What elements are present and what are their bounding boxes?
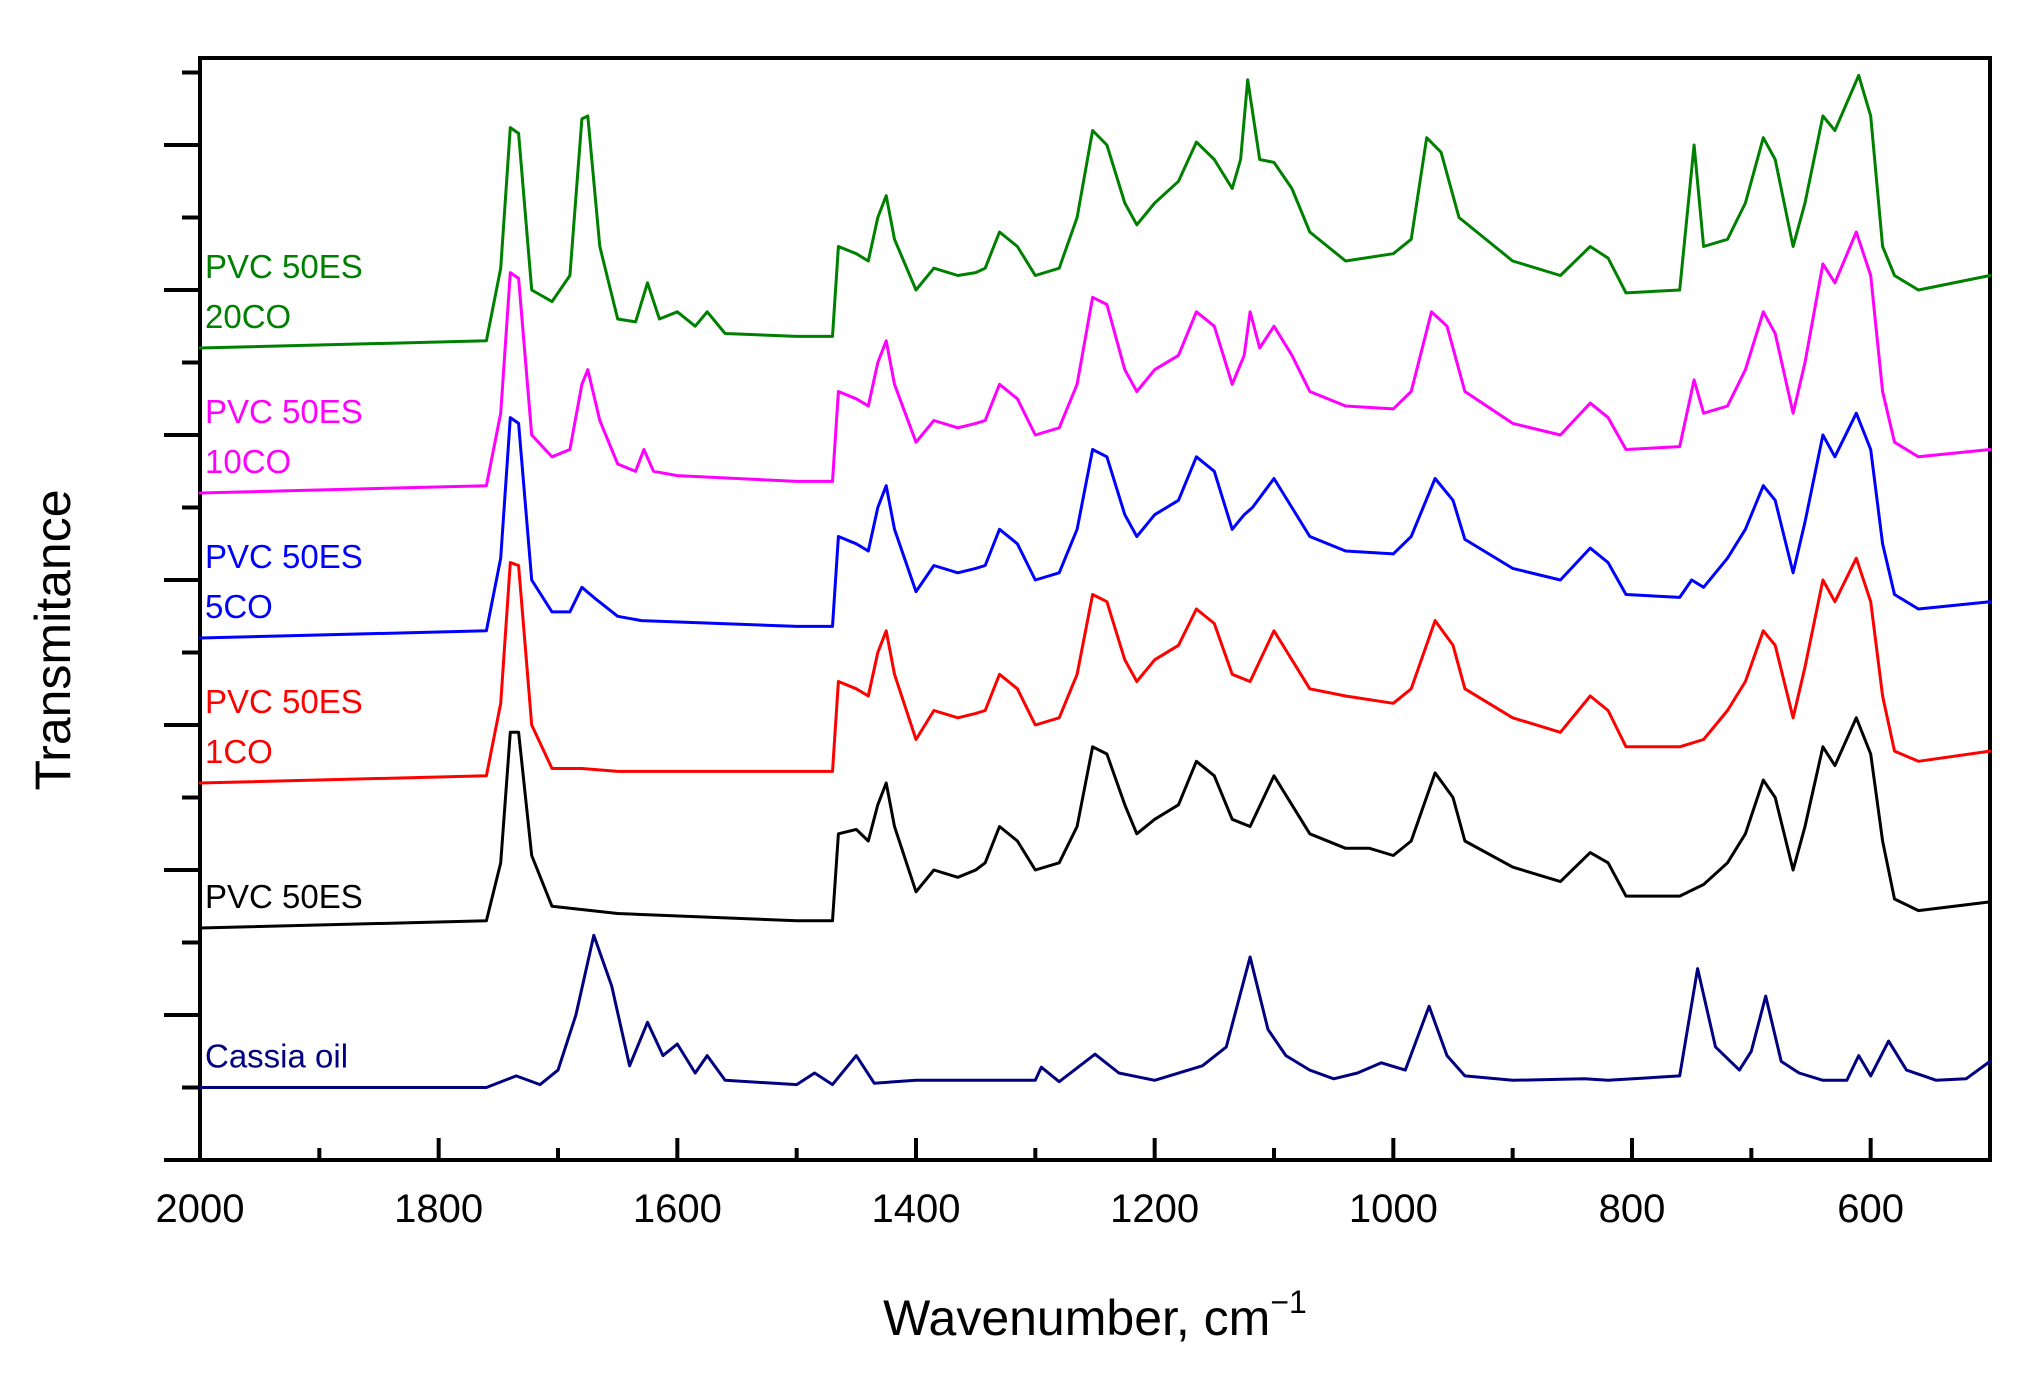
x-tick-label: 800 — [1599, 1187, 1666, 1231]
x-axis-ticks — [198, 1138, 1992, 1160]
series-label: 5CO — [205, 588, 273, 625]
series-line-5 — [198, 73, 1992, 350]
y-axis-title: Transmitance — [25, 489, 81, 790]
series-labels: Cassia oil PVC 50ES PVC 50ES 1CO PVC 50ES 5CO… — [205, 248, 363, 1075]
x-axis-title: Wavenumber, cm−1 — [883, 1284, 1307, 1346]
series-line-3 — [198, 411, 1992, 640]
x-axis-tick-labels: 2000 1800 1600 1400 1200 1000 800 600 — [156, 1187, 1905, 1231]
x-tick-label: 1000 — [1349, 1187, 1438, 1231]
series-label: 20CO — [205, 298, 291, 335]
series-line-4 — [198, 230, 1992, 495]
y-axis-ticks — [164, 70, 200, 1162]
series-label: PVC 50ES — [205, 393, 363, 430]
x-tick-label: 1200 — [1110, 1187, 1199, 1231]
x-tick-label: 2000 — [156, 1187, 245, 1231]
series-label: PVC 50ES — [205, 248, 363, 285]
x-axis-title-superscript: −1 — [1270, 1284, 1306, 1320]
series-label: PVC 50ES — [205, 683, 363, 720]
series-line-0 — [198, 933, 1992, 1089]
series-line-2 — [198, 556, 1992, 785]
series-line-1 — [198, 716, 1992, 930]
x-tick-label: 600 — [1837, 1187, 1904, 1231]
series-lines — [198, 73, 1992, 1089]
series-label: PVC 50ES — [205, 878, 363, 915]
x-axis-title-text: Wavenumber, cm — [883, 1290, 1270, 1346]
series-label: 1CO — [205, 733, 273, 770]
plot-frame — [198, 56, 1992, 1162]
x-tick-label: 1600 — [633, 1187, 722, 1231]
series-label: PVC 50ES — [205, 538, 363, 575]
x-tick-label: 1400 — [872, 1187, 961, 1231]
series-label: 10CO — [205, 443, 291, 480]
series-label: Cassia oil — [205, 1038, 348, 1075]
x-tick-label: 1800 — [394, 1187, 483, 1231]
